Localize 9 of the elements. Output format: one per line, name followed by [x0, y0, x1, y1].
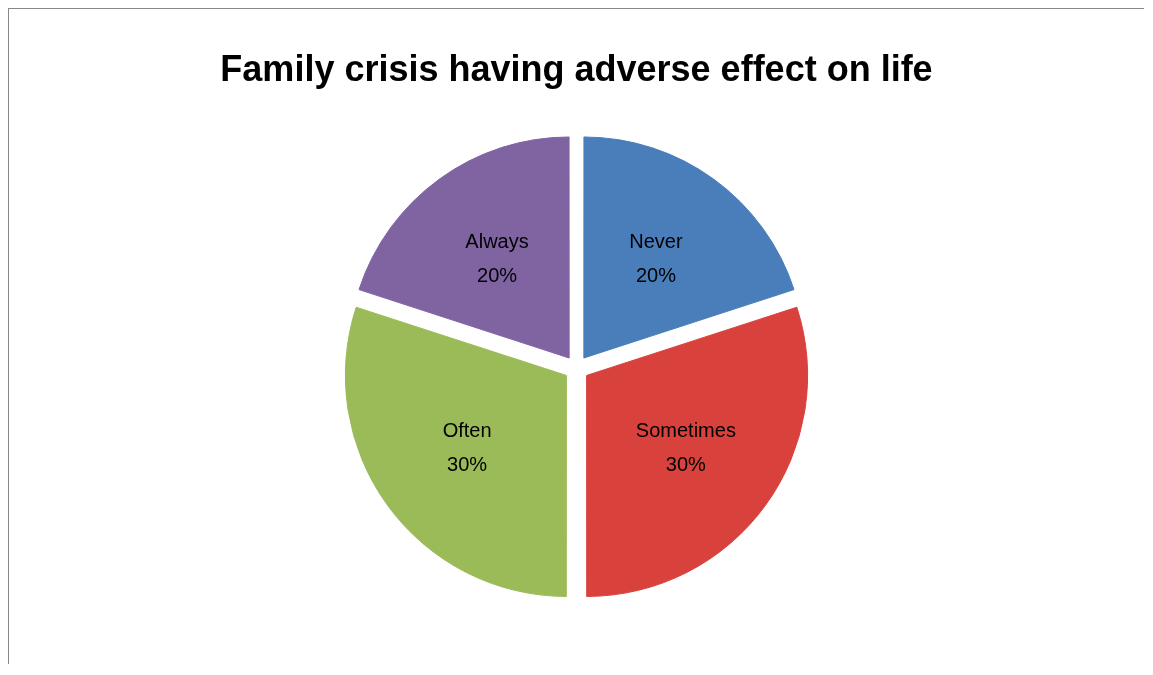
- slice-label: Often: [442, 419, 492, 442]
- data-label: 30%: [665, 453, 707, 476]
- data-label: 20%: [477, 264, 518, 287]
- slice-label: Always: [465, 230, 529, 253]
- chart-title: Family crisis having adverse effect on life: [220, 47, 933, 89]
- data-label: 20%: [635, 264, 677, 287]
- slice-label: Sometimes: [635, 419, 736, 442]
- slice-label: Never: [629, 230, 683, 253]
- data-label: 30%: [447, 453, 488, 476]
